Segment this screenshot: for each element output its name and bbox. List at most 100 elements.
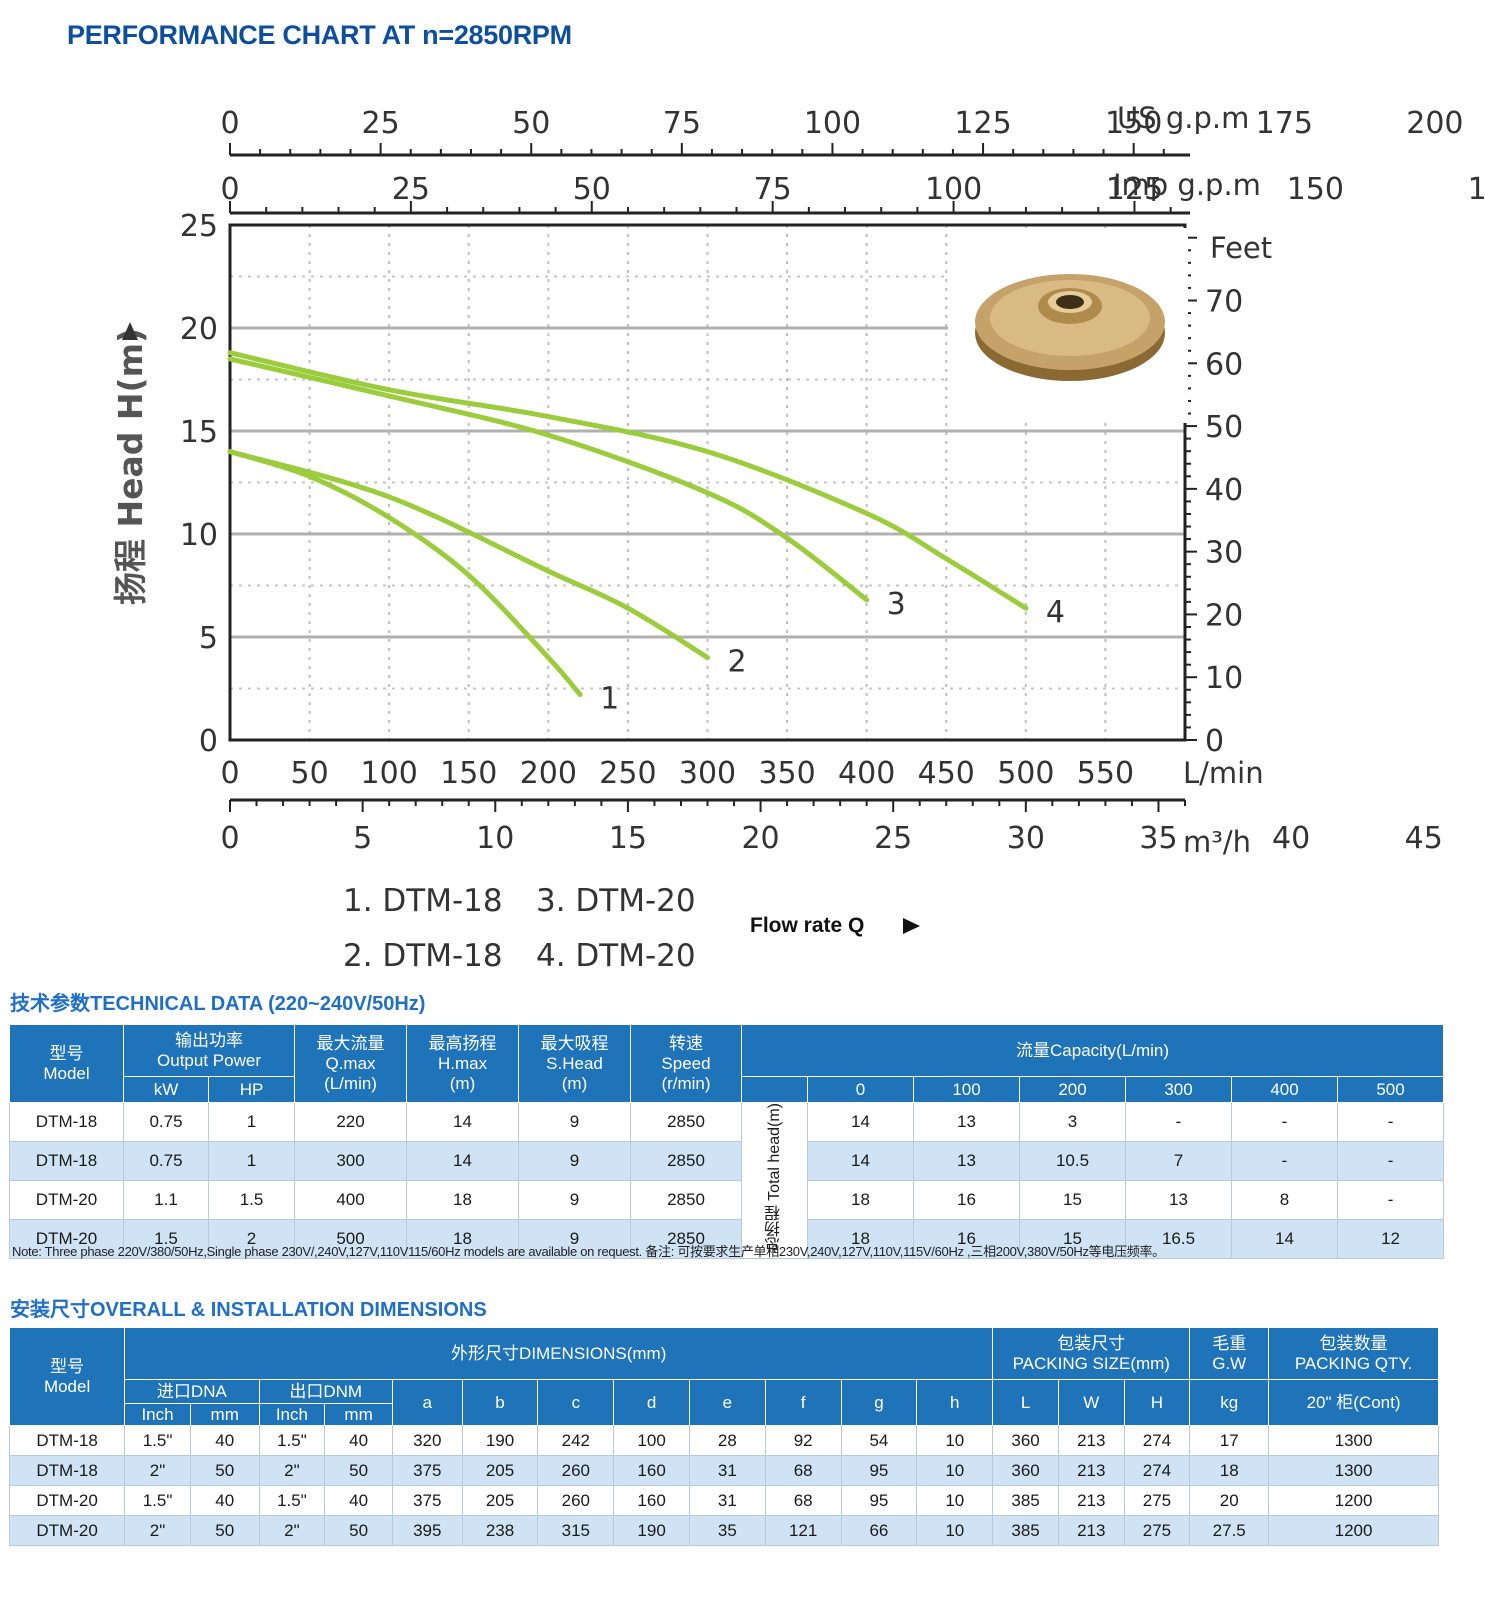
table-cell: 205: [461, 1455, 539, 1486]
table-cell: 68: [764, 1485, 842, 1516]
dcol-dnm-mm: mm: [324, 1403, 393, 1426]
table-cell: 2": [124, 1455, 191, 1486]
col-speed: 转速 Speed (r/min): [630, 1024, 743, 1103]
table-cell: 40: [324, 1485, 393, 1516]
legend-item-3: 3. DTM-20: [536, 883, 696, 919]
table-cell: 18: [1189, 1455, 1270, 1486]
usgpm-tick-label: 175: [1256, 106, 1313, 141]
impeller-image: [948, 228, 1188, 423]
m3h-unit-label: m³/h: [1183, 825, 1251, 859]
usgpm-tick-label: 100: [804, 106, 861, 141]
table-cell: 50: [189, 1515, 260, 1546]
dcol-dna-mm: mm: [189, 1403, 260, 1426]
table-cell: 100: [613, 1425, 690, 1456]
table-cell: 13: [913, 1101, 1021, 1143]
x-tick-label: 400: [838, 756, 895, 791]
dimensions-title: 安装尺寸OVERALL & INSTALLATION DIMENSIONS: [10, 1299, 487, 1321]
m3h-tick-label: 40: [1272, 821, 1310, 856]
y-tick-label: 5: [199, 621, 218, 656]
table-row: DTM-20 1.5 2 500 18 9 2850 18 16 15 16.5 14 12: [9, 1219, 1445, 1260]
table-cell: 13: [913, 1141, 1021, 1182]
table-cell: 10: [916, 1515, 994, 1546]
table-cell: 68: [764, 1455, 842, 1486]
dcol-b: b: [461, 1379, 539, 1426]
table-cell: 121: [764, 1515, 842, 1546]
x-tick-label: 50: [290, 756, 328, 791]
table-cell: 3: [1019, 1101, 1127, 1143]
y-axis-title: 扬程 Head H(m): [111, 328, 150, 605]
dcol-pack-L: L: [992, 1379, 1059, 1426]
m3h-tick-label: 25: [874, 821, 912, 856]
curve-label-2: 2: [728, 645, 747, 680]
col-model: 型号 Model: [9, 1024, 124, 1103]
table-cell: DTM-18: [8, 1455, 126, 1486]
feet-tick-label: 20: [1205, 598, 1243, 633]
table-cell: 95: [840, 1455, 918, 1486]
m3h-tick-label: 30: [1007, 821, 1045, 856]
table-cell: 14: [406, 1101, 520, 1143]
x-tick-label: 100: [361, 756, 418, 791]
table-cell: 1300: [1268, 1425, 1439, 1456]
m3h-tick-label: 20: [741, 821, 779, 856]
feet-tick-label: 40: [1205, 473, 1243, 508]
m3h-tick-label: 45: [1405, 821, 1443, 856]
x-tick-label: 500: [997, 756, 1054, 791]
table-cell: 220: [294, 1101, 408, 1143]
table-cell: 213: [1057, 1425, 1125, 1456]
table-cell: 18: [406, 1219, 520, 1260]
table-cell: 17: [1189, 1425, 1270, 1456]
chart-axes: [228, 143, 1197, 812]
x-tick-label: 0: [220, 756, 239, 791]
col-cap-blank: [741, 1076, 809, 1103]
chart-curves: [227, 350, 1029, 698]
feet-unit-label: Feet: [1210, 231, 1272, 265]
table-cell: 0.75: [123, 1101, 209, 1143]
dcol-pack-H: H: [1123, 1379, 1191, 1426]
dcol-g: g: [840, 1379, 918, 1426]
table-cell: 66: [840, 1515, 918, 1546]
col-kw: kW: [123, 1076, 209, 1103]
table-cell: 35: [688, 1515, 766, 1546]
table-cell: 1.5": [124, 1425, 191, 1456]
col-cap-300: 300: [1125, 1076, 1233, 1103]
dcol-a: a: [391, 1379, 463, 1426]
dcol-packing: 包装尺寸 PACKING SIZE(mm): [992, 1327, 1191, 1380]
table-cell: 160: [613, 1485, 690, 1516]
dcol-f: f: [764, 1379, 842, 1426]
table-cell: 2850: [630, 1101, 743, 1143]
table-cell: 213: [1057, 1485, 1125, 1516]
table-cell: 31: [688, 1485, 766, 1516]
table-cell: 8: [1231, 1180, 1339, 1221]
table-cell: 9: [518, 1219, 632, 1260]
table-cell: 1: [207, 1101, 296, 1143]
table-cell: 320: [391, 1425, 463, 1456]
col-cap-400: 400: [1231, 1076, 1339, 1103]
feet-tick-label: 50: [1205, 410, 1243, 445]
table-cell: 10: [916, 1425, 994, 1456]
x-tick-label: 350: [758, 756, 815, 791]
y-tick-label: 20: [180, 312, 218, 347]
curve-label-3: 3: [887, 587, 906, 622]
table-cell: 18: [406, 1180, 520, 1221]
table-cell: 2850: [630, 1180, 743, 1221]
table-cell: 160: [613, 1455, 690, 1486]
table-cell: 1.5: [207, 1180, 296, 1221]
table-cell: 385: [992, 1485, 1059, 1516]
table-cell: 10: [916, 1485, 994, 1516]
table-row: DTM-20 1.1 1.5 400 18 9 2850 18 16 15 13 8-: [9, 1180, 1445, 1221]
feet-tick-label: 60: [1205, 347, 1243, 382]
table-cell: 400: [294, 1180, 408, 1221]
x-tick-label: 300: [679, 756, 736, 791]
table-cell: 242: [537, 1425, 615, 1456]
table-cell: 385: [992, 1515, 1059, 1546]
usgpm-tick-label: 200: [1406, 106, 1463, 141]
table-cell: 238: [461, 1515, 539, 1546]
impgpm-unit-label: Imp g.p.m: [1113, 168, 1261, 202]
page-title: PERFORMANCE CHART AT n=2850RPM: [67, 20, 572, 50]
table-cell: 1200: [1268, 1515, 1439, 1546]
table-cell: 274: [1123, 1425, 1191, 1456]
table-cell: 18: [807, 1219, 915, 1260]
table-cell: 375: [391, 1455, 463, 1486]
